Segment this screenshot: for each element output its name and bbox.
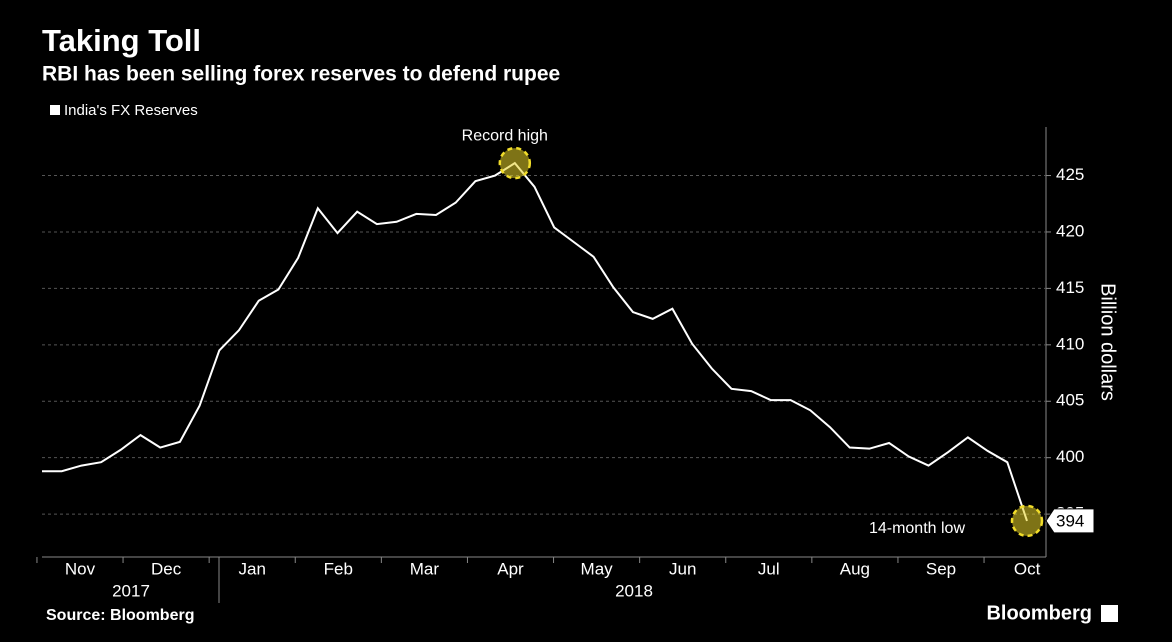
annotation: 14-month low bbox=[869, 520, 965, 537]
y-axis-label: Billion dollars bbox=[1097, 283, 1119, 401]
brand: Bloomberg bbox=[986, 602, 1092, 624]
x-tick-label: Feb bbox=[324, 559, 353, 578]
x-tick-label: Jun bbox=[669, 559, 696, 578]
x-tick-label: Nov bbox=[65, 559, 96, 578]
highlight-circle bbox=[498, 146, 532, 180]
value-label: 394 bbox=[1056, 511, 1084, 530]
x-tick-label: Mar bbox=[410, 559, 440, 578]
highlight-circle bbox=[1010, 504, 1044, 538]
value-label-box bbox=[1045, 508, 1095, 534]
y-tick-label: 420 bbox=[1056, 221, 1084, 240]
source: Source: Bloomberg bbox=[46, 607, 194, 624]
y-tick-label: 410 bbox=[1056, 334, 1084, 353]
chart-subtitle: RBI has been selling forex reserves to d… bbox=[42, 63, 560, 86]
year-label: 2018 bbox=[615, 581, 653, 600]
y-tick-label: 415 bbox=[1056, 278, 1084, 297]
x-tick-label: Apr bbox=[497, 559, 524, 578]
y-tick-label: 405 bbox=[1056, 391, 1084, 410]
x-tick-label: Jul bbox=[758, 559, 780, 578]
legend-label: India's FX Reserves bbox=[64, 102, 198, 119]
line bbox=[42, 161, 1028, 522]
x-tick-label: Sep bbox=[926, 559, 956, 578]
annotation: Record high bbox=[462, 127, 548, 144]
x-tick-label: Oct bbox=[1014, 559, 1041, 578]
legend-swatch bbox=[50, 105, 60, 115]
y-tick-label: 425 bbox=[1056, 165, 1084, 184]
x-tick-label: Aug bbox=[840, 559, 870, 578]
brand-icon bbox=[1101, 605, 1118, 622]
year-label: 2017 bbox=[112, 581, 150, 600]
x-tick-label: May bbox=[581, 559, 614, 578]
x-tick-label: Dec bbox=[151, 559, 182, 578]
y-tick-label: 400 bbox=[1056, 447, 1084, 466]
x-tick-label: Jan bbox=[238, 559, 265, 578]
chart-title: Taking Toll bbox=[42, 23, 201, 58]
